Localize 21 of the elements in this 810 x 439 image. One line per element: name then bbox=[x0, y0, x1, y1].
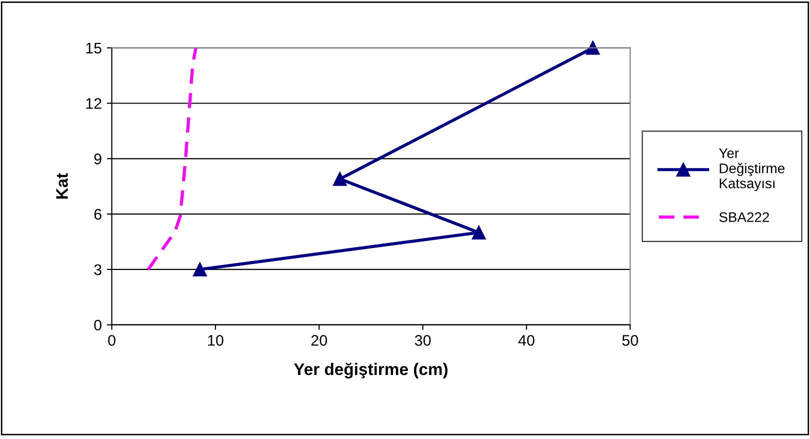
y-tick-label: 12 bbox=[86, 98, 102, 109]
x-tick-label: 20 bbox=[311, 334, 328, 346]
y-tick-label: 3 bbox=[94, 264, 102, 276]
x-tick-label: 40 bbox=[518, 334, 534, 346]
line-series bbox=[146, 46, 198, 271]
legend-label: Yer Değiştirme Katsayısı bbox=[719, 148, 784, 192]
y-tick-label: 6 bbox=[94, 208, 102, 220]
x-tick-label: 0 bbox=[108, 334, 116, 346]
point bbox=[332, 172, 347, 186]
x-tick-label: 10 bbox=[208, 334, 224, 346]
point bbox=[192, 262, 207, 276]
legend-label: SBA222 bbox=[719, 212, 769, 222]
x-axis-title: Yer değiştirme (cm) bbox=[294, 362, 448, 378]
x-tick-label: 30 bbox=[414, 334, 431, 346]
y-tick-label: 9 bbox=[94, 154, 102, 164]
y-tick-label: 15 bbox=[86, 42, 102, 54]
point bbox=[472, 226, 486, 240]
x-tick-label: 50 bbox=[622, 334, 638, 346]
y-axis-title: Kat bbox=[56, 173, 68, 199]
point bbox=[586, 40, 600, 55]
y-tick-label: 0 bbox=[94, 320, 102, 331]
